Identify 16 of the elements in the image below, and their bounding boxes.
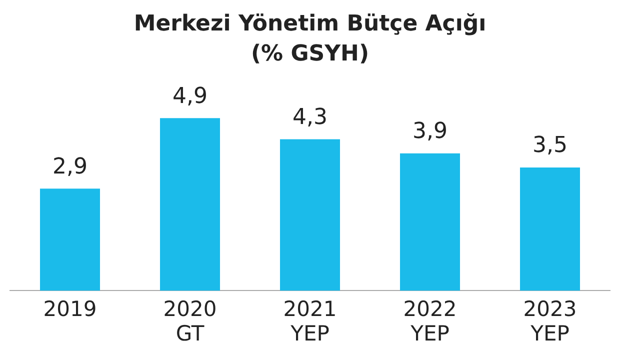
x-tick-label: 2019	[43, 297, 97, 322]
data-label: 3,9	[412, 119, 448, 144]
x-tick-label: 2021 YEP	[283, 297, 337, 346]
chart-title: Merkezi Yönetim Bütçe Açığı (% GSYH)	[134, 12, 486, 66]
data-label: 3,5	[532, 133, 568, 158]
x-tick-label: 2020 GT	[163, 297, 217, 346]
bar	[160, 118, 220, 291]
bar	[520, 167, 580, 291]
bar	[280, 139, 340, 291]
x-tick-label: 2023 YEP	[523, 297, 577, 346]
bar	[40, 188, 100, 291]
data-label: 4,3	[292, 104, 328, 130]
bar	[400, 153, 460, 291]
x-tick-label: 2022 YEP	[403, 297, 457, 346]
data-label: 2,9	[52, 154, 88, 180]
data-label: 4,9	[172, 84, 208, 109]
